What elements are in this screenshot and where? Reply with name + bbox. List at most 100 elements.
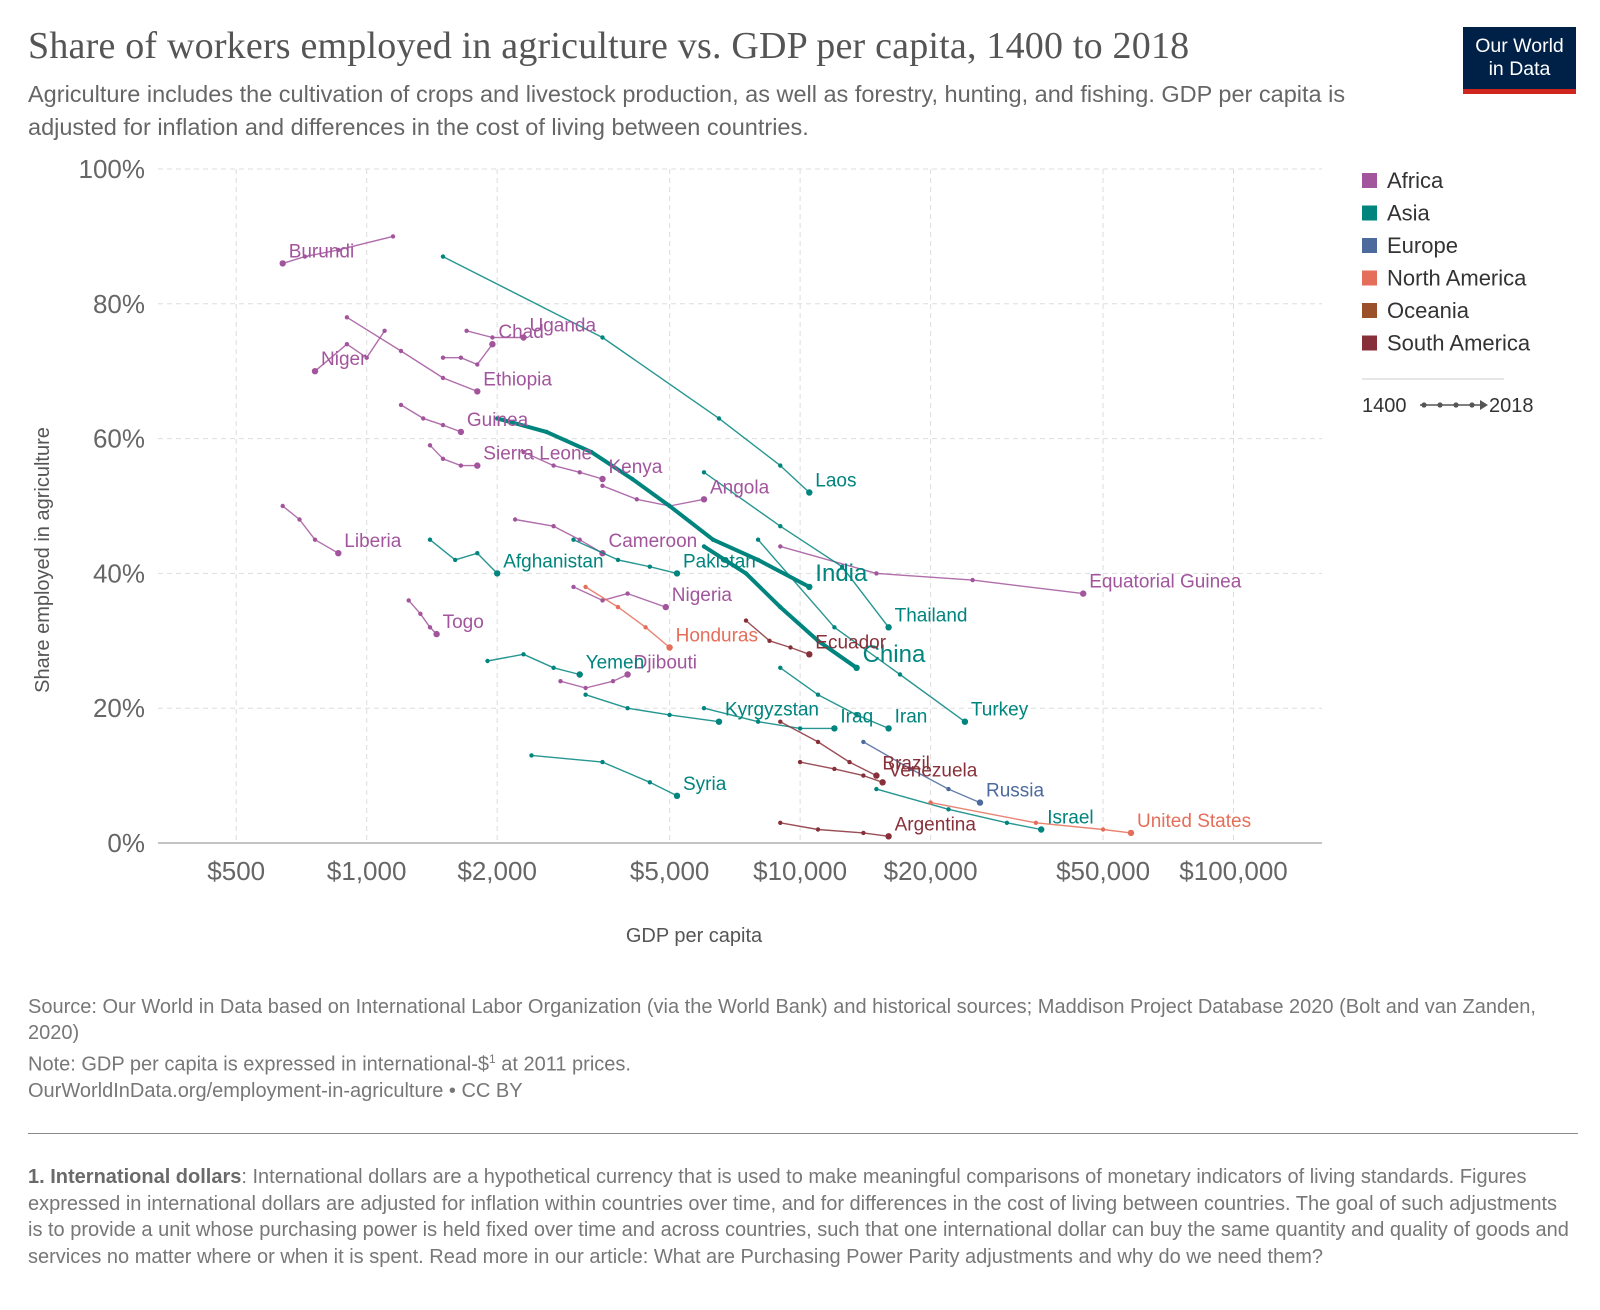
trajectory-russia[interactable]	[863, 741, 981, 804]
data-point[interactable]	[600, 759, 605, 765]
trajectory-niger[interactable]	[314, 330, 386, 372]
data-point[interactable]	[625, 706, 630, 711]
data-point[interactable]	[710, 537, 716, 542]
country-label[interactable]: Burundi	[289, 241, 355, 262]
data-point[interactable]	[806, 651, 813, 658]
country-label[interactable]: China	[863, 641, 926, 668]
trajectory-guinea[interactable]	[400, 404, 462, 433]
data-point[interactable]	[521, 449, 526, 455]
trajectory-afghanistan[interactable]	[429, 539, 498, 574]
data-point[interactable]	[558, 679, 563, 684]
country-label[interactable]: Laos	[815, 471, 856, 492]
data-point[interactable]	[336, 247, 341, 253]
country-label[interactable]: Ecuador	[815, 632, 886, 653]
data-point[interactable]	[797, 726, 803, 731]
data-point[interactable]	[885, 624, 892, 631]
data-point[interactable]	[815, 827, 821, 832]
data-point[interactable]	[861, 830, 866, 836]
data-point[interactable]	[406, 598, 411, 603]
data-point[interactable]	[847, 759, 852, 765]
data-point[interactable]	[302, 254, 308, 259]
data-point[interactable]	[1100, 827, 1106, 832]
data-point[interactable]	[490, 335, 495, 340]
data-point[interactable]	[600, 335, 605, 340]
country-label[interactable]: Guinea	[467, 410, 529, 431]
legend-swatch[interactable]	[1362, 303, 1377, 318]
data-point[interactable]	[279, 260, 286, 267]
trajectory-angola[interactable]	[602, 485, 705, 507]
data-point[interactable]	[928, 800, 933, 805]
trajectory-chad[interactable]	[443, 343, 493, 366]
country-label[interactable]: Iraq	[840, 706, 873, 727]
trajectory-israel[interactable]	[876, 788, 1042, 831]
country-label[interactable]: Kenya	[609, 457, 663, 478]
data-point[interactable]	[382, 328, 387, 333]
data-point[interactable]	[885, 833, 892, 840]
data-point[interactable]	[778, 820, 783, 825]
data-point[interactable]	[440, 254, 446, 259]
owid-logo[interactable]: Our World in Data	[1463, 27, 1576, 94]
data-point[interactable]	[854, 712, 859, 718]
data-point[interactable]	[643, 625, 648, 630]
data-point[interactable]	[970, 577, 975, 583]
data-point[interactable]	[475, 362, 480, 367]
data-point[interactable]	[418, 611, 423, 616]
country-label[interactable]: Uganda	[530, 316, 597, 337]
data-point[interactable]	[976, 799, 984, 806]
data-point[interactable]	[344, 315, 350, 320]
data-point[interactable]	[797, 759, 803, 765]
country-label[interactable]: United States	[1137, 811, 1251, 832]
data-point[interactable]	[806, 583, 813, 591]
data-point[interactable]	[879, 779, 886, 786]
trajectory-thailand[interactable]	[703, 471, 890, 628]
data-point[interactable]	[571, 584, 576, 590]
data-point[interactable]	[440, 355, 446, 360]
data-point[interactable]	[311, 368, 319, 375]
data-point[interactable]	[788, 645, 793, 650]
data-point[interactable]	[529, 753, 534, 758]
trajectory-argentina[interactable]	[780, 822, 889, 837]
data-point[interactable]	[874, 571, 879, 576]
data-point[interactable]	[485, 658, 490, 664]
data-point[interactable]	[815, 739, 821, 745]
data-point[interactable]	[815, 692, 821, 697]
legend-label[interactable]: Oceania	[1387, 298, 1470, 323]
data-point[interactable]	[767, 638, 772, 643]
data-point[interactable]	[427, 625, 433, 630]
data-point[interactable]	[600, 483, 605, 488]
data-point[interactable]	[364, 355, 369, 360]
legend-label[interactable]: Asia	[1387, 201, 1431, 226]
data-point[interactable]	[344, 342, 350, 347]
country-label[interactable]: Sierra Leone	[483, 444, 592, 465]
legend-label[interactable]: South America	[1387, 331, 1531, 356]
data-point[interactable]	[673, 792, 681, 799]
trajectory-kyrgyzstan[interactable]	[585, 694, 720, 723]
data-point[interactable]	[551, 463, 556, 468]
data-point[interactable]	[583, 584, 588, 590]
source-url[interactable]: OurWorldInData.org/employment-in-agricul…	[28, 1079, 523, 1102]
data-point[interactable]	[312, 537, 318, 542]
data-point[interactable]	[700, 496, 708, 503]
data-point[interactable]	[667, 712, 672, 718]
data-point[interactable]	[961, 718, 969, 725]
country-label[interactable]: Argentina	[895, 814, 977, 835]
data-point[interactable]	[1004, 820, 1010, 825]
data-point[interactable]	[908, 766, 913, 772]
country-label[interactable]: Ethiopia	[483, 369, 552, 390]
data-point[interactable]	[390, 234, 396, 239]
data-point[interactable]	[551, 524, 556, 529]
legend-swatch[interactable]	[1362, 205, 1377, 221]
data-point[interactable]	[577, 537, 582, 542]
trajectory-liberia[interactable]	[282, 505, 339, 554]
country-label[interactable]: Djibouti	[634, 653, 697, 674]
data-point[interactable]	[576, 671, 583, 678]
trajectory-ecuador[interactable]	[745, 620, 810, 655]
country-label[interactable]: Thailand	[895, 605, 968, 626]
country-label[interactable]: Afghanistan	[503, 551, 603, 572]
data-point[interactable]	[453, 557, 458, 563]
country-label[interactable]: Honduras	[676, 626, 758, 647]
data-point[interactable]	[885, 725, 892, 732]
legend-swatch[interactable]	[1362, 335, 1377, 351]
data-point[interactable]	[715, 718, 723, 725]
data-point[interactable]	[577, 470, 582, 475]
